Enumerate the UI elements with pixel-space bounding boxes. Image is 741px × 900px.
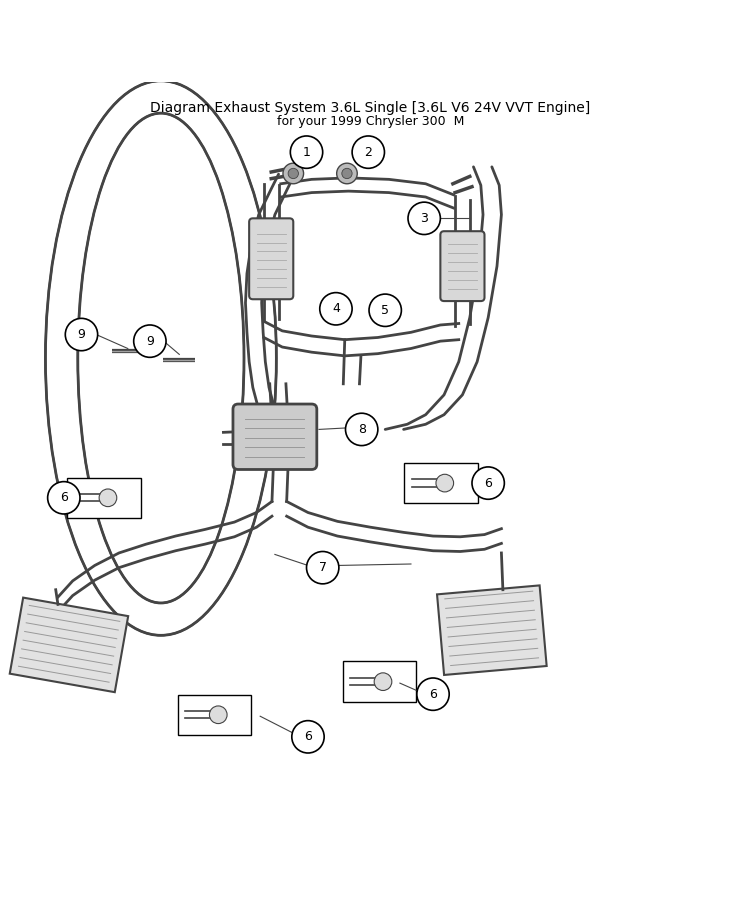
Circle shape bbox=[320, 292, 352, 325]
Circle shape bbox=[342, 168, 352, 178]
Circle shape bbox=[352, 136, 385, 168]
FancyBboxPatch shape bbox=[233, 404, 317, 470]
Polygon shape bbox=[10, 598, 128, 692]
Circle shape bbox=[374, 673, 392, 690]
Text: 8: 8 bbox=[358, 423, 365, 436]
Text: 5: 5 bbox=[381, 304, 389, 317]
Text: for your 1999 Chrysler 300  M: for your 1999 Chrysler 300 M bbox=[277, 115, 464, 129]
Bar bbox=[405, 463, 478, 503]
Circle shape bbox=[283, 163, 304, 184]
Polygon shape bbox=[437, 585, 547, 675]
Text: 6: 6 bbox=[429, 688, 437, 701]
Circle shape bbox=[47, 482, 80, 514]
Bar bbox=[342, 662, 416, 702]
Text: 4: 4 bbox=[332, 302, 340, 315]
Circle shape bbox=[210, 706, 227, 724]
Circle shape bbox=[307, 552, 339, 584]
Circle shape bbox=[99, 489, 117, 507]
Circle shape bbox=[65, 319, 98, 351]
FancyBboxPatch shape bbox=[440, 231, 485, 302]
Circle shape bbox=[133, 325, 166, 357]
Bar bbox=[178, 695, 251, 735]
Circle shape bbox=[336, 163, 357, 184]
FancyBboxPatch shape bbox=[249, 219, 293, 299]
Text: 6: 6 bbox=[304, 730, 312, 743]
Bar bbox=[67, 478, 141, 518]
Text: 6: 6 bbox=[484, 477, 492, 490]
Circle shape bbox=[472, 467, 505, 500]
Circle shape bbox=[345, 413, 378, 446]
Text: 9: 9 bbox=[146, 335, 154, 347]
Text: 6: 6 bbox=[60, 491, 67, 504]
Circle shape bbox=[369, 294, 402, 327]
Text: 2: 2 bbox=[365, 146, 372, 158]
Circle shape bbox=[292, 721, 324, 753]
Circle shape bbox=[408, 202, 440, 235]
Circle shape bbox=[417, 678, 449, 710]
Circle shape bbox=[288, 168, 299, 178]
Ellipse shape bbox=[45, 81, 276, 635]
Text: 3: 3 bbox=[420, 212, 428, 225]
Text: 9: 9 bbox=[78, 328, 85, 341]
Text: 1: 1 bbox=[302, 146, 310, 158]
Circle shape bbox=[290, 136, 322, 168]
Text: Diagram Exhaust System 3.6L Single [3.6L V6 24V VVT Engine]: Diagram Exhaust System 3.6L Single [3.6L… bbox=[150, 101, 591, 114]
Circle shape bbox=[436, 474, 453, 492]
Text: 7: 7 bbox=[319, 562, 327, 574]
